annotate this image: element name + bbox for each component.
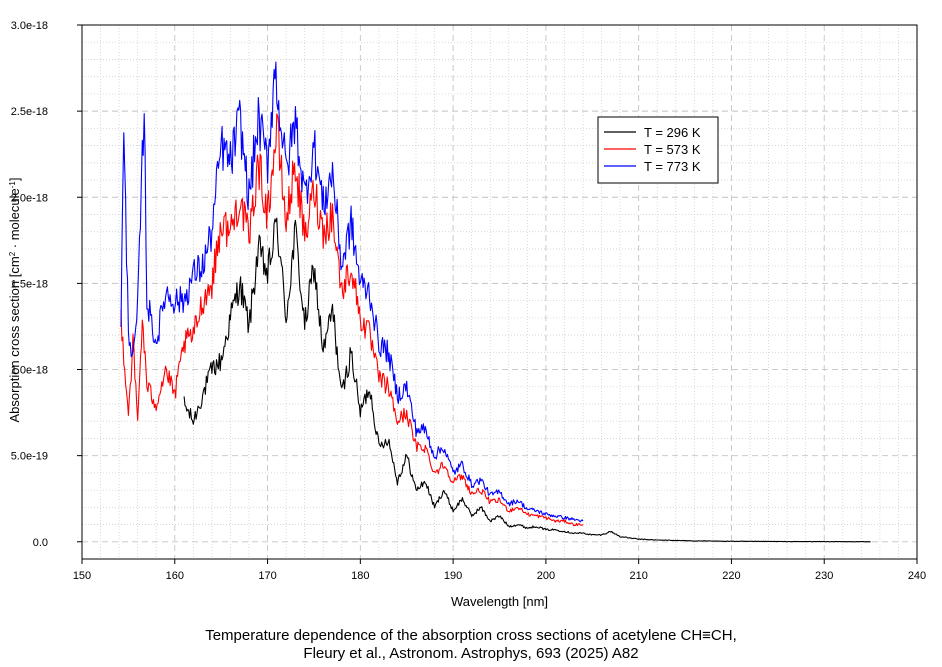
x-tick-label: 220: [722, 570, 740, 582]
y-axis-title-end: ]: [7, 178, 22, 182]
y-axis-title-sup2: -1: [8, 181, 17, 189]
x-tick-label: 240: [908, 570, 926, 582]
series-line-3: [120, 61, 584, 523]
x-tick-label: 230: [815, 570, 833, 582]
grid-lines: [81, 24, 918, 559]
x-tick-label: 210: [629, 570, 647, 582]
x-tick-label: 200: [537, 570, 555, 582]
x-tick-label: 160: [166, 570, 184, 582]
y-tick-label: 2.0e-18: [11, 192, 48, 204]
x-tick-label: 190: [444, 570, 462, 582]
y-tick-label: 3.0e-18: [11, 20, 48, 32]
y-axis-title-main: Absorption cross section [cm: [7, 256, 22, 422]
legend-label: T = 773 K: [644, 159, 701, 174]
legend-box: [597, 116, 719, 184]
y-tick-label: 5.0e-19: [11, 451, 48, 463]
y-axis-title-sup1: 2: [8, 251, 17, 256]
legend: T = 296 K T = 573 K T = 773 K: [597, 116, 719, 184]
y-axis-title-mid: · molecule: [7, 188, 22, 252]
legend-label: T = 573 K: [644, 142, 701, 157]
x-tick-label: 170: [258, 570, 276, 582]
plot-frame: [81, 24, 918, 560]
y-axis-title: Absorption cross section [cm2 · molecule…: [7, 178, 22, 423]
y-tick-label: 1.0e-18: [11, 365, 48, 377]
y-tick-label: 0.0: [33, 537, 48, 549]
axis-ticks: 150 160 170 180 190 200 210 220 230 240 0.0 5.0e-19…: [11, 20, 926, 582]
x-tick-label: 150: [73, 570, 91, 582]
series-line-1: [183, 217, 871, 543]
figure-caption: Temperature dependence of the absorption…: [0, 627, 942, 663]
y-tick-label: 2.5e-18: [11, 106, 48, 118]
caption-line-2: Fleury et al., Astronom. Astrophys, 693 …: [303, 645, 639, 662]
caption-line-1: Temperature dependence of the absorption…: [205, 627, 737, 644]
x-axis-title: Wavelength [nm]: [451, 594, 548, 609]
legend-label: T = 296 K: [644, 125, 701, 140]
series-layer: [120, 61, 871, 543]
y-tick-label: 1.5e-18: [11, 278, 48, 290]
series-line-2: [120, 113, 584, 527]
x-tick-label: 180: [351, 570, 369, 582]
